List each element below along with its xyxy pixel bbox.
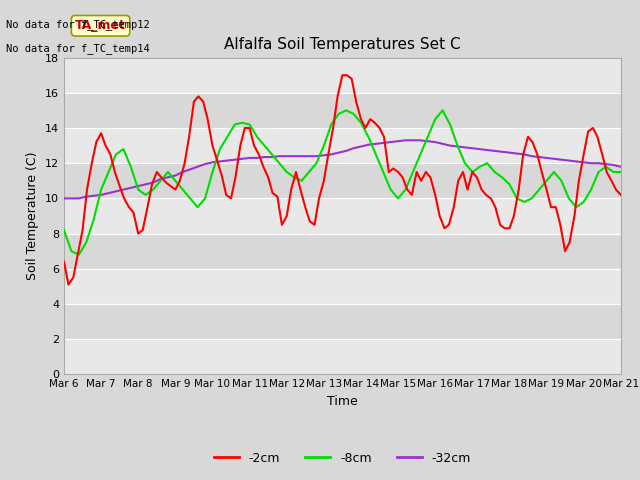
Text: No data for f_TC_temp12: No data for f_TC_temp12 <box>6 19 150 30</box>
Bar <box>64 128 621 163</box>
Bar <box>64 93 621 128</box>
Title: Alfalfa Soil Temperatures Set C: Alfalfa Soil Temperatures Set C <box>224 37 461 52</box>
Text: No data for f_TC_temp14: No data for f_TC_temp14 <box>6 43 150 54</box>
Legend: -2cm, -8cm, -32cm: -2cm, -8cm, -32cm <box>209 446 476 469</box>
X-axis label: Time: Time <box>327 395 358 408</box>
Bar <box>64 58 621 93</box>
Bar <box>64 339 621 374</box>
Bar <box>64 163 621 198</box>
Bar <box>64 198 621 234</box>
Y-axis label: Soil Temperature (C): Soil Temperature (C) <box>26 152 40 280</box>
Text: TA_met: TA_met <box>75 19 126 32</box>
Bar <box>64 304 621 339</box>
Bar <box>64 234 621 269</box>
Bar <box>64 269 621 304</box>
